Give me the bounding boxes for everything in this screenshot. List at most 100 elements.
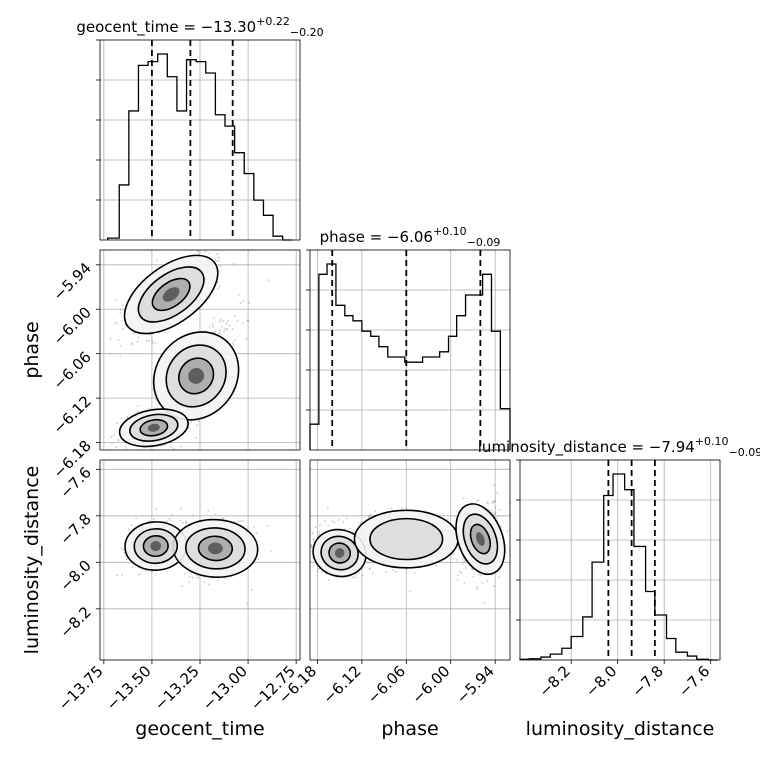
sample-point — [185, 521, 188, 524]
sample-point — [492, 500, 495, 503]
grid-lines — [100, 40, 300, 240]
posterior-density — [107, 53, 293, 241]
sample-point — [124, 324, 127, 327]
sample-point — [212, 325, 215, 328]
sample-point — [247, 320, 250, 322]
axis-ticks: −13.75−13.50−13.25−13.00−12.75−6.18 −6.12… — [50, 39, 714, 714]
sample-point — [491, 511, 494, 514]
sample-point — [117, 438, 120, 441]
sample-point — [214, 258, 217, 261]
sample-point — [207, 509, 210, 512]
sample-point — [219, 331, 222, 334]
sample-point — [491, 501, 494, 504]
sample-point — [409, 590, 412, 593]
sample-point — [139, 572, 142, 575]
sample-point — [326, 506, 329, 509]
sample-point — [234, 314, 236, 317]
title-phase: phase = −6.06+0.10−0.09 — [320, 225, 501, 249]
sample-point — [239, 302, 242, 304]
sample-point — [196, 424, 198, 427]
y-axis-label-phase: phase — [21, 321, 43, 378]
sample-point — [251, 588, 254, 591]
title-main: geocent_time = −13.30 — [76, 18, 256, 37]
sample-point — [318, 530, 321, 533]
sample-point — [371, 572, 374, 575]
sample-point — [493, 484, 495, 486]
sample-point — [316, 570, 319, 573]
hist-panel-phase: phase = −6.06+0.10−0.09 — [309, 225, 511, 451]
sample-point — [124, 444, 127, 447]
sample-point — [125, 557, 128, 560]
sample-point — [179, 507, 182, 510]
sample-point — [115, 446, 118, 449]
sample-point — [136, 340, 139, 343]
x-tick-label: −6.06 — [364, 662, 409, 707]
sample-point — [500, 525, 502, 528]
sample-point — [498, 576, 501, 579]
sample-point — [367, 515, 370, 518]
sample-point — [413, 572, 416, 575]
sample-point — [319, 524, 321, 527]
sample-point — [208, 325, 211, 328]
sample-point — [125, 446, 127, 449]
sample-point — [110, 442, 113, 445]
sample-point — [245, 337, 248, 340]
sample-point — [477, 498, 480, 501]
hist-step-line — [107, 53, 293, 241]
sample-point — [214, 330, 217, 333]
sample-point — [156, 259, 159, 262]
sample-point — [169, 519, 172, 522]
sample-point — [359, 522, 362, 525]
sample-point — [231, 328, 234, 331]
sample-point — [456, 558, 458, 561]
x-tick-label: −13.50 — [103, 662, 155, 714]
sample-point — [355, 573, 358, 576]
title-upper-error: +0.22 — [256, 15, 290, 28]
sample-point — [135, 517, 138, 520]
sample-point — [217, 256, 220, 259]
sample-point — [476, 500, 479, 502]
sample-point — [155, 508, 158, 511]
sample-point — [246, 319, 249, 322]
sample-point — [310, 545, 313, 548]
sample-point — [346, 517, 348, 519]
sample-point — [493, 513, 496, 516]
sample-point — [153, 518, 156, 521]
sample-point — [169, 445, 172, 448]
sample-point — [486, 501, 488, 504]
sample-point — [110, 435, 112, 438]
sample-point — [181, 521, 184, 524]
sample-point — [119, 355, 122, 358]
title-luminosity-distance: luminosity_distance = −7.94+0.10−0.09 — [478, 435, 760, 459]
sample-point — [119, 311, 122, 314]
sample-point — [494, 506, 497, 509]
density-contour — [188, 367, 205, 384]
sample-point — [471, 568, 473, 571]
sample-point — [476, 585, 479, 588]
sample-point — [361, 574, 364, 577]
sample-point — [137, 336, 140, 339]
sample-point — [506, 530, 509, 533]
sample-point — [212, 316, 215, 319]
sample-point — [342, 520, 345, 523]
sample-point — [188, 581, 190, 584]
x-tick-label: −6.12 — [319, 662, 364, 707]
sample-point — [126, 416, 129, 419]
sample-point — [109, 337, 112, 340]
sample-point — [462, 497, 465, 500]
sample-point — [222, 320, 225, 322]
sample-point — [321, 571, 324, 573]
y-tick-label: −8.2 — [56, 603, 94, 641]
sample-point — [333, 521, 336, 524]
sample-point — [145, 339, 148, 342]
sample-point — [456, 578, 459, 581]
scatter-panel-geocent-time-luminosity-distance — [99, 459, 301, 661]
sample-point — [121, 304, 124, 307]
sample-point — [147, 339, 150, 342]
sample-point — [237, 293, 240, 296]
sample-point — [221, 517, 224, 519]
grid-lines — [520, 460, 720, 660]
sample-point — [483, 601, 486, 604]
sample-point — [338, 518, 340, 521]
sample-point — [311, 531, 314, 534]
